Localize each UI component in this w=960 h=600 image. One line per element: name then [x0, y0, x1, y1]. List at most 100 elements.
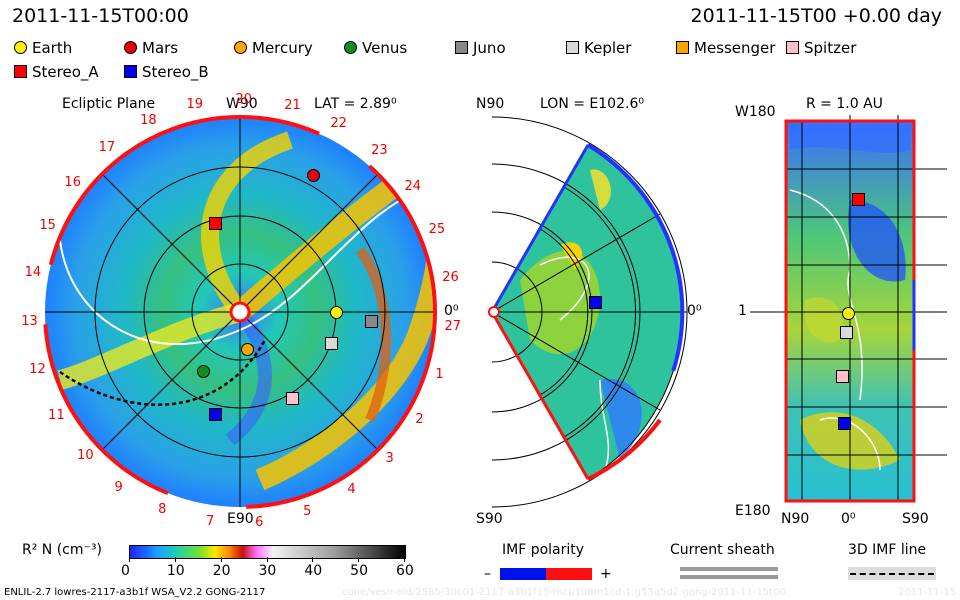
rotation-label-3: 3	[385, 451, 394, 467]
rotation-label-25: 25	[428, 222, 446, 238]
earth-marker-icon	[14, 41, 27, 54]
ecliptic-lat: LAT = 2.89⁰	[314, 96, 397, 112]
rotation-label-27: 27	[444, 318, 462, 334]
colorbar	[129, 545, 406, 559]
colorbar-tick-mark	[129, 557, 130, 562]
legend-item-mercury: Mercury	[234, 39, 313, 57]
kepler-sphere-marker	[839, 325, 853, 339]
sphere-x-label-s90: S90	[902, 511, 929, 527]
rotation-label-6: 6	[255, 514, 264, 530]
legend-item-venus: Venus	[344, 39, 407, 57]
mercury-marker-icon	[234, 41, 247, 54]
venus-marker	[196, 364, 210, 378]
earth-marker	[329, 305, 343, 319]
current-sheath-line-2	[680, 575, 778, 579]
mars-marker-icon	[124, 41, 137, 54]
juno-marker	[364, 314, 378, 328]
legend-item-spitzer: Spitzer	[786, 39, 856, 57]
ecliptic-title: Ecliptic Plane	[62, 96, 156, 112]
rotation-label-17: 17	[98, 140, 116, 156]
colorbar-tick-mark	[312, 557, 314, 562]
rotation-label-2: 2	[415, 412, 424, 428]
stereo-b-meridional-marker	[588, 295, 602, 309]
rotation-label-13: 13	[21, 313, 38, 329]
rotation-label-9: 9	[114, 479, 123, 495]
ecliptic-top-label: W90	[226, 96, 258, 112]
kepler-marker-icon	[566, 41, 579, 54]
legend-item-mars: Mars	[124, 39, 178, 57]
spitzer-marker	[285, 391, 299, 405]
venus-marker-icon	[344, 41, 357, 54]
ecliptic-right-label: 0⁰	[444, 303, 459, 319]
meridional-bottom-label: S90	[476, 511, 503, 527]
imf-negative-bar	[500, 568, 546, 580]
rotation-label-22: 22	[330, 115, 347, 131]
sphere-top-label: W180	[735, 104, 776, 120]
mercury-marker	[240, 342, 254, 356]
legend-item-stereo-a: Stereo_A	[14, 63, 99, 81]
date-watermark: 2011-11-15	[898, 587, 957, 598]
colorbar-tick-label: 40	[304, 563, 323, 579]
earth-sphere-marker	[841, 306, 855, 320]
imf-minus: –	[484, 566, 491, 582]
rotation-label-14: 14	[24, 264, 42, 280]
spitzer-sphere-marker	[835, 369, 849, 383]
colorbar-tick-label: 0	[121, 563, 130, 579]
colorbar-tick-label: 20	[212, 563, 231, 579]
meridional-top-label: N90	[476, 96, 505, 112]
rotation-label-1: 1	[435, 367, 444, 383]
meridional-plot	[488, 116, 688, 508]
stereo-b-marker	[208, 407, 222, 421]
rotation-label-11: 11	[48, 407, 65, 423]
imf-positive-bar	[546, 568, 592, 580]
ecliptic-bottom-label: E90	[227, 511, 254, 527]
current-sheath-title: Current sheath	[670, 542, 775, 558]
sphere-x-label-0: 0⁰	[841, 511, 856, 527]
stereo-b-sphere-marker	[837, 416, 851, 430]
legend-item-kepler: Kepler	[566, 39, 631, 57]
model-version: ENLIL-2.7 lowres-2117-a3b1f WSA_V2.2 GON…	[4, 587, 266, 598]
stereo-a-marker	[208, 216, 222, 230]
sphere-x-label-n90: N90	[781, 511, 810, 527]
legend-item-stereo-b: Stereo_B	[124, 63, 209, 81]
imf-plus: +	[600, 566, 612, 582]
rotation-label-16: 16	[64, 175, 81, 191]
legend-item-earth: Earth	[14, 39, 72, 57]
sphere-title: R = 1.0 AU	[806, 96, 883, 112]
legend-item-messenger: Messenger	[676, 39, 775, 57]
colorbar-tick-mark	[358, 557, 360, 562]
current-sheath-line-1	[680, 567, 778, 571]
rotation-label-12: 12	[29, 362, 46, 378]
rotation-label-18: 18	[140, 113, 157, 129]
colorbar-tick-mark	[220, 557, 222, 562]
stereo-a-marker-icon	[14, 65, 27, 78]
rotation-label-19: 19	[186, 97, 204, 113]
colorbar-tick-mark	[404, 557, 405, 562]
colorbar-tick-label: 30	[258, 563, 277, 579]
colorbar-tick-label: 50	[350, 563, 368, 579]
rotation-label-5: 5	[303, 504, 312, 520]
sphere-left-label: 1	[738, 303, 747, 319]
stereo-a-sphere-marker	[851, 192, 865, 206]
model-time: 2011-11-15T00 +0.00 day	[690, 5, 942, 27]
imf-line-title: 3D IMF line	[848, 542, 927, 558]
rotation-label-15: 15	[39, 217, 56, 233]
ecliptic-plane-plot	[43, 115, 437, 509]
rotation-label-20: 20	[235, 92, 252, 107]
rotation-label-8: 8	[158, 502, 167, 518]
mars-marker	[306, 168, 320, 182]
kepler-marker	[324, 336, 338, 350]
imf-line-dash	[850, 573, 934, 575]
colorbar-tick-mark	[266, 557, 268, 562]
imf-title: IMF polarity	[502, 542, 585, 558]
sphere-bottom-label: E180	[735, 503, 771, 519]
rotation-label-21: 21	[284, 98, 301, 114]
rotation-label-23: 23	[371, 143, 388, 159]
stereo-b-marker-icon	[124, 65, 137, 78]
rotation-label-26: 26	[442, 269, 459, 285]
meridional-right-label: 0⁰	[687, 303, 702, 319]
spitzer-marker-icon	[786, 41, 799, 54]
rotation-label-7: 7	[205, 514, 215, 530]
